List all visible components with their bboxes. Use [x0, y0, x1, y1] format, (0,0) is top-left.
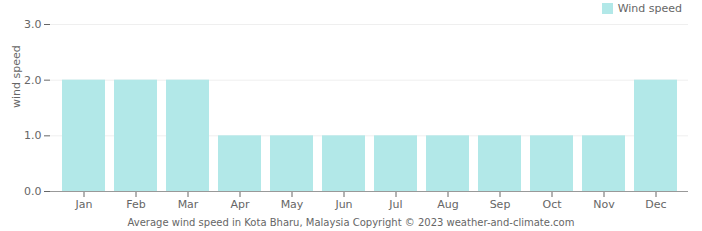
svg-text:Dec: Dec — [645, 198, 666, 211]
svg-text:Apr: Apr — [230, 198, 250, 211]
svg-text:Sep: Sep — [490, 198, 511, 211]
svg-text:wind speed: wind speed — [10, 45, 23, 108]
html-text:Average wind speed in Kota Bha: Average wind speed in Kota Bharu, Malays… — [127, 217, 575, 228]
svg-text:Aug: Aug — [437, 198, 458, 211]
svg-text:2.0: 2.0 — [24, 74, 42, 87]
svg-text:Nov: Nov — [593, 198, 615, 211]
svg-text:Jun: Jun — [334, 198, 352, 211]
svg-text:Feb: Feb — [126, 198, 145, 211]
svg-text:Mar: Mar — [178, 198, 199, 211]
html-text:Wind speed: Wind speed — [617, 1, 682, 15]
svg-text:1.0: 1.0 — [24, 129, 42, 142]
svg-text:0.0: 0.0 — [24, 185, 42, 198]
svg-text:Oct: Oct — [542, 198, 562, 211]
svg-text:Jan: Jan — [75, 198, 93, 211]
svg-text:Jul: Jul — [388, 198, 402, 211]
svg-text:May: May — [281, 198, 304, 211]
svg-text:3.0: 3.0 — [24, 18, 42, 31]
